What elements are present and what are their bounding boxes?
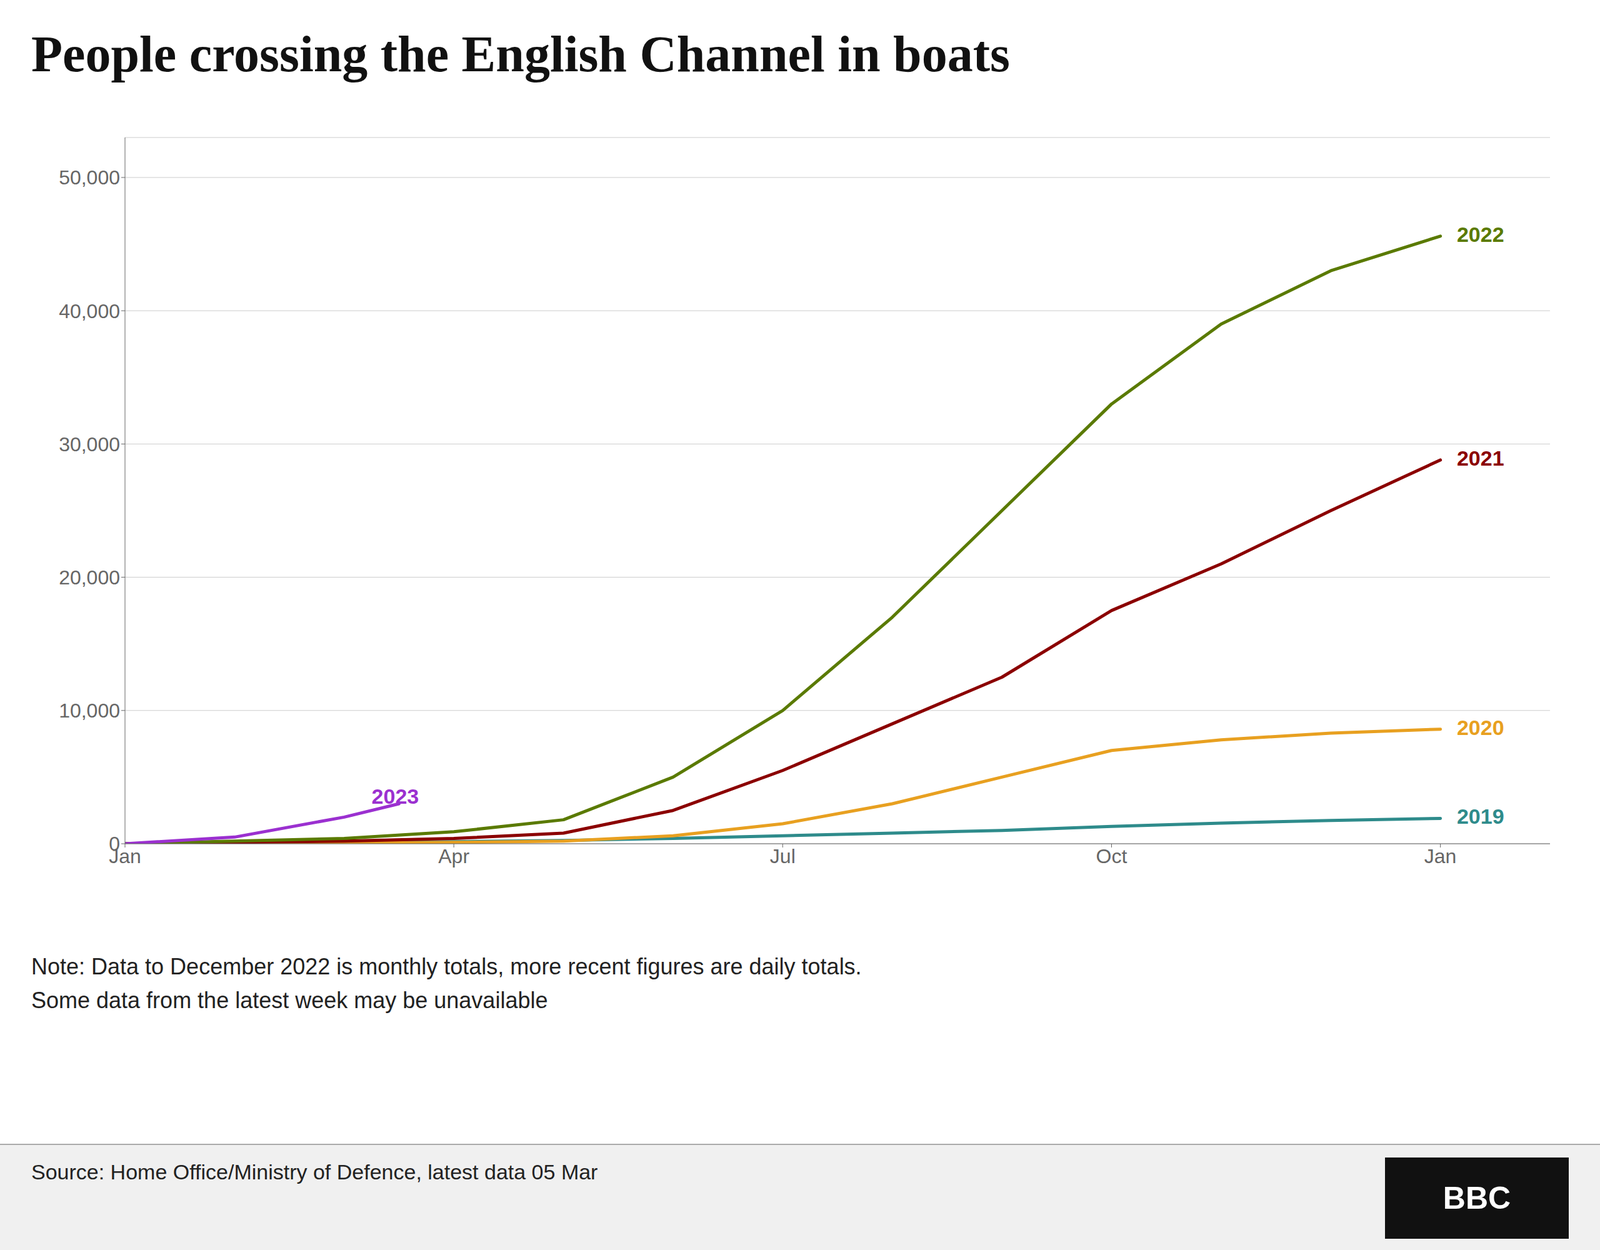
html-text:Note: Data to December 2022 is: Note: Data to December 2022 is monthly t…	[31, 953, 862, 980]
svg-text:40,000: 40,000	[58, 300, 120, 323]
svg-text:2023: 2023	[371, 784, 420, 809]
svg-text:Jul: Jul	[770, 845, 796, 868]
svg-text:2021: 2021	[1456, 446, 1505, 470]
svg-text:2019: 2019	[1456, 804, 1505, 829]
svg-text:Oct: Oct	[1096, 845, 1128, 868]
svg-text:2020: 2020	[1456, 715, 1505, 740]
svg-text:20,000: 20,000	[58, 566, 120, 589]
svg-text:2022: 2022	[1456, 222, 1505, 247]
svg-text:Jan: Jan	[108, 844, 142, 868]
html-text:Source: Home Office/Ministry o: Source: Home Office/Ministry of Defence,…	[31, 1160, 598, 1184]
svg-text:50,000: 50,000	[58, 166, 120, 189]
html-text:Some data from the latest week: Some data from the latest week may be un…	[31, 987, 548, 1014]
svg-text:10,000: 10,000	[58, 699, 120, 722]
html-text:People crossing the English Ch: People crossing the English Channel in b…	[31, 25, 1010, 83]
svg-text:Jan: Jan	[1424, 845, 1457, 868]
svg-text:0: 0	[108, 832, 120, 855]
html-text:BBC: BBC	[1443, 1180, 1511, 1216]
svg-text:30,000: 30,000	[58, 433, 120, 456]
svg-text:Apr: Apr	[438, 845, 470, 868]
